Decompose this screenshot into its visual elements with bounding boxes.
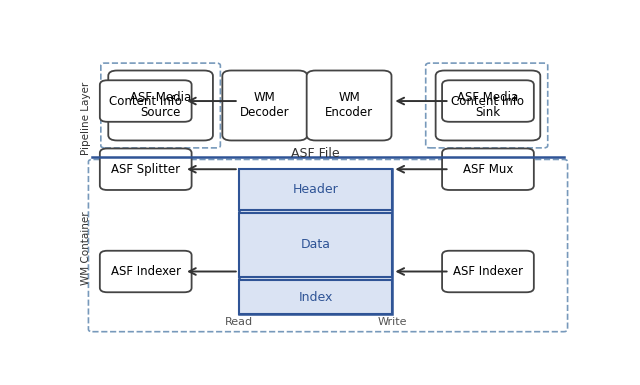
Bar bbox=[239, 169, 392, 210]
FancyBboxPatch shape bbox=[307, 70, 392, 141]
Text: ASF Indexer: ASF Indexer bbox=[111, 265, 180, 278]
Text: ASF Media
Sink: ASF Media Sink bbox=[458, 92, 518, 119]
Text: ASF Splitter: ASF Splitter bbox=[111, 163, 180, 176]
FancyBboxPatch shape bbox=[100, 149, 191, 190]
FancyBboxPatch shape bbox=[442, 80, 534, 122]
Text: WM
Decoder: WM Decoder bbox=[240, 92, 289, 119]
Text: Pipeline Layer: Pipeline Layer bbox=[81, 82, 91, 156]
Text: Content Info: Content Info bbox=[451, 95, 524, 107]
Text: ASF File: ASF File bbox=[291, 147, 340, 160]
Text: Index: Index bbox=[298, 291, 333, 303]
Text: WM Container: WM Container bbox=[81, 211, 91, 285]
Bar bbox=[239, 169, 392, 315]
Bar bbox=[239, 280, 392, 315]
FancyBboxPatch shape bbox=[100, 80, 191, 122]
Text: ASF Media
Source: ASF Media Source bbox=[130, 92, 191, 119]
FancyBboxPatch shape bbox=[100, 251, 191, 292]
Text: Write: Write bbox=[378, 318, 407, 328]
Text: ASF Indexer: ASF Indexer bbox=[453, 265, 523, 278]
Text: Header: Header bbox=[292, 183, 339, 196]
Text: ASF Mux: ASF Mux bbox=[463, 163, 513, 176]
Text: Data: Data bbox=[301, 238, 331, 251]
FancyBboxPatch shape bbox=[442, 251, 534, 292]
FancyBboxPatch shape bbox=[222, 70, 307, 141]
Text: WM
Encoder: WM Encoder bbox=[325, 92, 373, 119]
FancyBboxPatch shape bbox=[436, 70, 540, 141]
Bar bbox=[239, 213, 392, 277]
FancyBboxPatch shape bbox=[108, 70, 213, 141]
Text: Read: Read bbox=[225, 318, 253, 328]
Text: Content Info: Content Info bbox=[109, 95, 182, 107]
FancyBboxPatch shape bbox=[442, 149, 534, 190]
